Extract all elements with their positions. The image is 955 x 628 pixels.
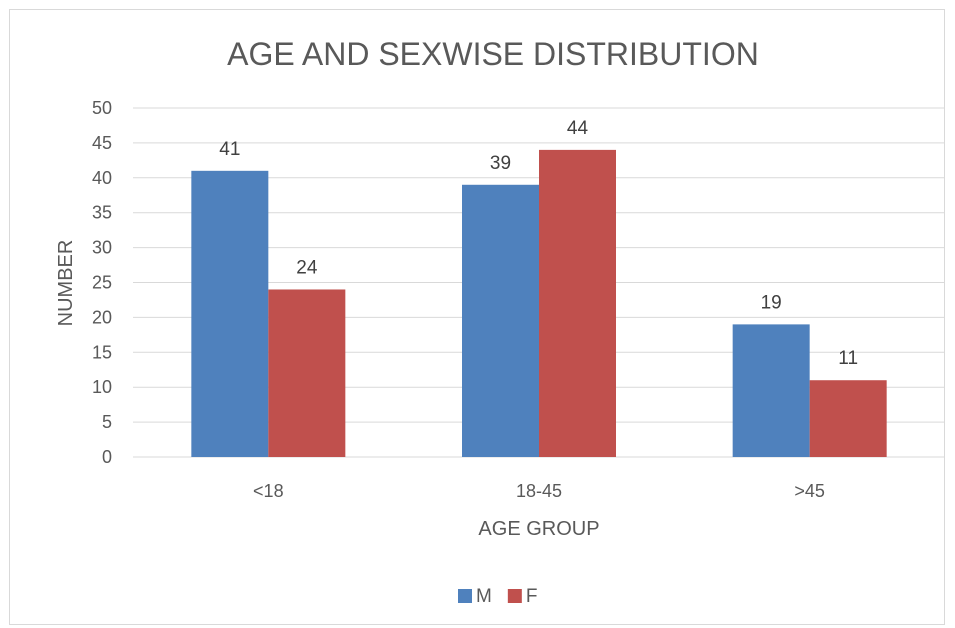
y-tick-labels: 0 5 10 15 20 25 30 35 40 45 50 xyxy=(92,98,112,467)
x-axis-label: AGE GROUP xyxy=(478,518,599,540)
y-tick-label: 35 xyxy=(92,203,112,223)
y-tick-label: 45 xyxy=(92,133,112,153)
legend-label-f: F xyxy=(526,586,538,607)
data-label: 44 xyxy=(567,118,589,139)
data-labels: 41 24 39 44 19 11 xyxy=(219,118,858,369)
legend-swatch-m xyxy=(458,589,472,603)
y-tick-label: 40 xyxy=(92,168,112,188)
bar-f xyxy=(809,380,887,457)
x-tick-label: >45 xyxy=(794,481,825,501)
legend-swatch-f xyxy=(507,589,522,603)
y-tick-label: 15 xyxy=(92,342,112,362)
y-tick-label: 10 xyxy=(92,377,112,397)
x-tick-labels: <18 18-45 >45 xyxy=(253,481,825,501)
bar-m xyxy=(462,184,539,457)
data-label: 41 xyxy=(219,139,240,160)
y-tick-label: 25 xyxy=(92,273,112,293)
y-tick-label: 50 xyxy=(92,98,112,118)
y-tick-label: 5 xyxy=(102,412,112,432)
y-tick-label: 30 xyxy=(92,238,112,258)
bar-m xyxy=(732,324,810,457)
bars xyxy=(191,149,887,457)
y-tick-label: 20 xyxy=(92,307,112,327)
legend-label-m: M xyxy=(476,586,492,607)
data-label: 11 xyxy=(838,348,858,369)
bar-f xyxy=(539,149,616,457)
y-axis-label: NUMBER xyxy=(55,240,77,327)
bar-m xyxy=(191,170,269,457)
bar-f xyxy=(268,289,346,457)
data-label: 19 xyxy=(761,292,782,313)
chart-title: AGE AND SEXWISE DISTRIBUTION xyxy=(227,36,759,72)
x-tick-label: <18 xyxy=(253,481,284,501)
data-label: 39 xyxy=(490,153,511,174)
y-tick-label: 0 xyxy=(102,447,112,467)
x-tick-label: 18-45 xyxy=(516,481,562,501)
data-label: 24 xyxy=(296,257,318,278)
